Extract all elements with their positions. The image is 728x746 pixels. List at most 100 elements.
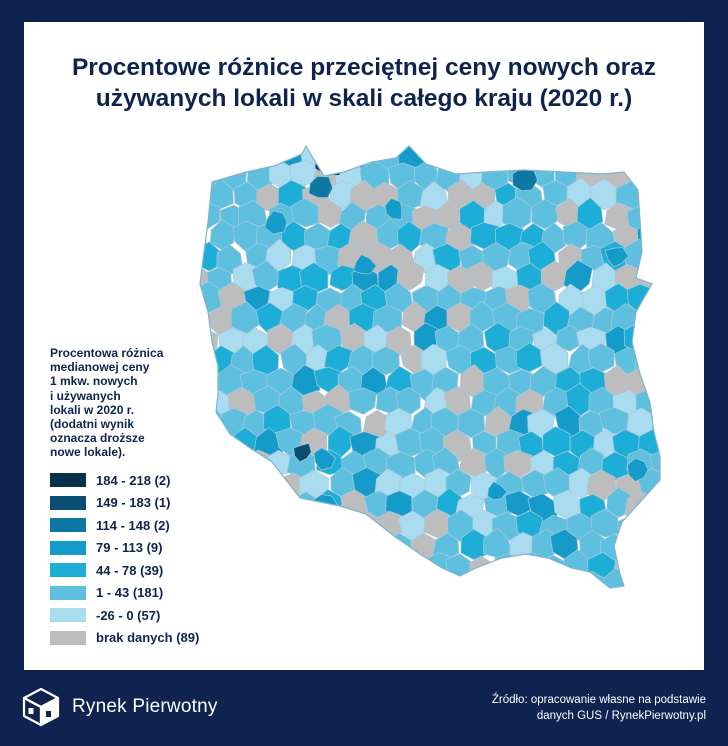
brand-name: Rynek Pierwotny	[72, 696, 218, 717]
legend-swatch	[50, 563, 86, 577]
district-region	[626, 576, 653, 588]
legend-label: 184 - 218 (2)	[96, 472, 171, 488]
district-region-highlight	[384, 197, 403, 220]
title-line-2: używanych lokali w skali całego kraju (2…	[95, 85, 633, 112]
district-region	[653, 159, 660, 194]
legend-item: 114 - 148 (2)	[50, 517, 270, 533]
district-region	[639, 178, 660, 210]
district-region	[336, 146, 364, 154]
district-region-highlight	[487, 481, 508, 501]
district-region	[650, 244, 660, 275]
district-region	[311, 531, 342, 564]
legend-item: -26 - 0 (57)	[50, 607, 270, 623]
district-region	[506, 146, 535, 149]
district-region	[652, 570, 660, 588]
district-region	[290, 197, 321, 228]
district-region	[663, 263, 688, 292]
source-note: Źródło: opracowanie własne na podstawie …	[406, 692, 706, 724]
district-region	[279, 552, 310, 582]
legend-item: 184 - 218 (2)	[50, 472, 270, 488]
legend-desc-line: nowe lokale).	[50, 445, 126, 460]
district-region	[623, 146, 652, 151]
legend-desc-line: (dodatni wynik	[50, 417, 134, 432]
district-region	[601, 146, 633, 148]
legend-desc-line: oznacza droższe	[50, 431, 145, 446]
district-region	[639, 554, 660, 583]
district-region-highlight	[264, 210, 288, 235]
district-region	[335, 574, 363, 588]
district-region	[291, 146, 319, 151]
legend-desc-line: 1 mkw. nowych	[50, 374, 138, 389]
district-region	[455, 574, 484, 588]
legend-item: 1 - 43 (181)	[50, 585, 270, 601]
legend-label: 114 - 148 (2)	[96, 517, 170, 533]
district-region	[326, 551, 355, 585]
legend-description: Procentowa różnica medianowej ceny 1 mkw…	[50, 346, 200, 460]
district-region	[167, 122, 195, 149]
district-region	[200, 180, 211, 214]
district-region	[410, 571, 436, 588]
district-region	[264, 146, 295, 149]
district-region	[555, 146, 586, 154]
district-region	[667, 139, 693, 172]
legend-label: 1 - 43 (181)	[96, 585, 164, 600]
district-region	[267, 489, 294, 522]
legend-swatch	[50, 473, 86, 487]
district-region	[276, 508, 305, 542]
district-region	[364, 574, 392, 588]
district-region	[200, 304, 209, 338]
district-region	[509, 570, 538, 588]
legend-desc-line: Procentowa różnica	[50, 346, 164, 360]
legend-label: brak danych (89)	[96, 630, 200, 645]
district-region	[327, 515, 358, 542]
district-region	[659, 184, 660, 211]
legend-desc-line: medianowej ceny	[50, 360, 150, 375]
district-region-highlight	[658, 275, 660, 303]
district-region	[290, 532, 320, 563]
district-region	[530, 146, 561, 148]
district-region	[348, 387, 377, 415]
brand-logo[interactable]: Rynek Pierwotny	[22, 686, 218, 728]
district-region	[200, 146, 208, 168]
cube-logo-icon	[22, 687, 60, 727]
district-region	[288, 573, 318, 588]
title-line-1: Procentowe różnice przeciętnej ceny nowy…	[71, 54, 657, 81]
district-region	[614, 146, 644, 174]
district-region	[481, 571, 511, 588]
district-region	[649, 326, 660, 358]
district-region	[554, 573, 581, 588]
district-region	[540, 554, 567, 583]
district-region	[494, 146, 524, 171]
district-region-highlight	[604, 247, 629, 268]
district-region	[373, 551, 403, 586]
district-region-highlight	[314, 146, 343, 176]
district-region	[205, 429, 233, 461]
legend-label: 44 - 78 (39)	[96, 562, 164, 578]
district-region	[232, 146, 260, 169]
source-line-2: danych GUS / RynekPierwotny.pl	[536, 710, 706, 722]
district-region	[660, 468, 688, 498]
district-region	[520, 146, 547, 167]
infographic-card: Procentowe różnice przeciętnej ceny nowy…	[24, 22, 704, 670]
legend-desc-line: i używanych	[50, 388, 121, 403]
district-region	[577, 146, 606, 150]
district-region	[432, 573, 462, 588]
legend-item: 44 - 78 (39)	[50, 562, 270, 578]
district-region	[664, 550, 691, 580]
district-region	[636, 513, 660, 542]
district-region	[544, 146, 573, 169]
district-region	[312, 403, 344, 436]
district-region	[390, 119, 418, 145]
map-legend: 184 - 218 (2) 149 - 183 (1) 114 - 148 (2…	[50, 472, 270, 652]
district-region	[371, 346, 400, 376]
district-region	[564, 146, 592, 172]
legend-swatch	[50, 518, 86, 532]
district-region	[457, 408, 486, 439]
district-region	[241, 146, 272, 151]
district-region	[458, 146, 489, 148]
district-region	[665, 222, 690, 251]
district-region	[664, 512, 692, 541]
district-region	[349, 555, 379, 584]
district-region	[219, 146, 249, 151]
legend-swatch	[50, 585, 86, 600]
